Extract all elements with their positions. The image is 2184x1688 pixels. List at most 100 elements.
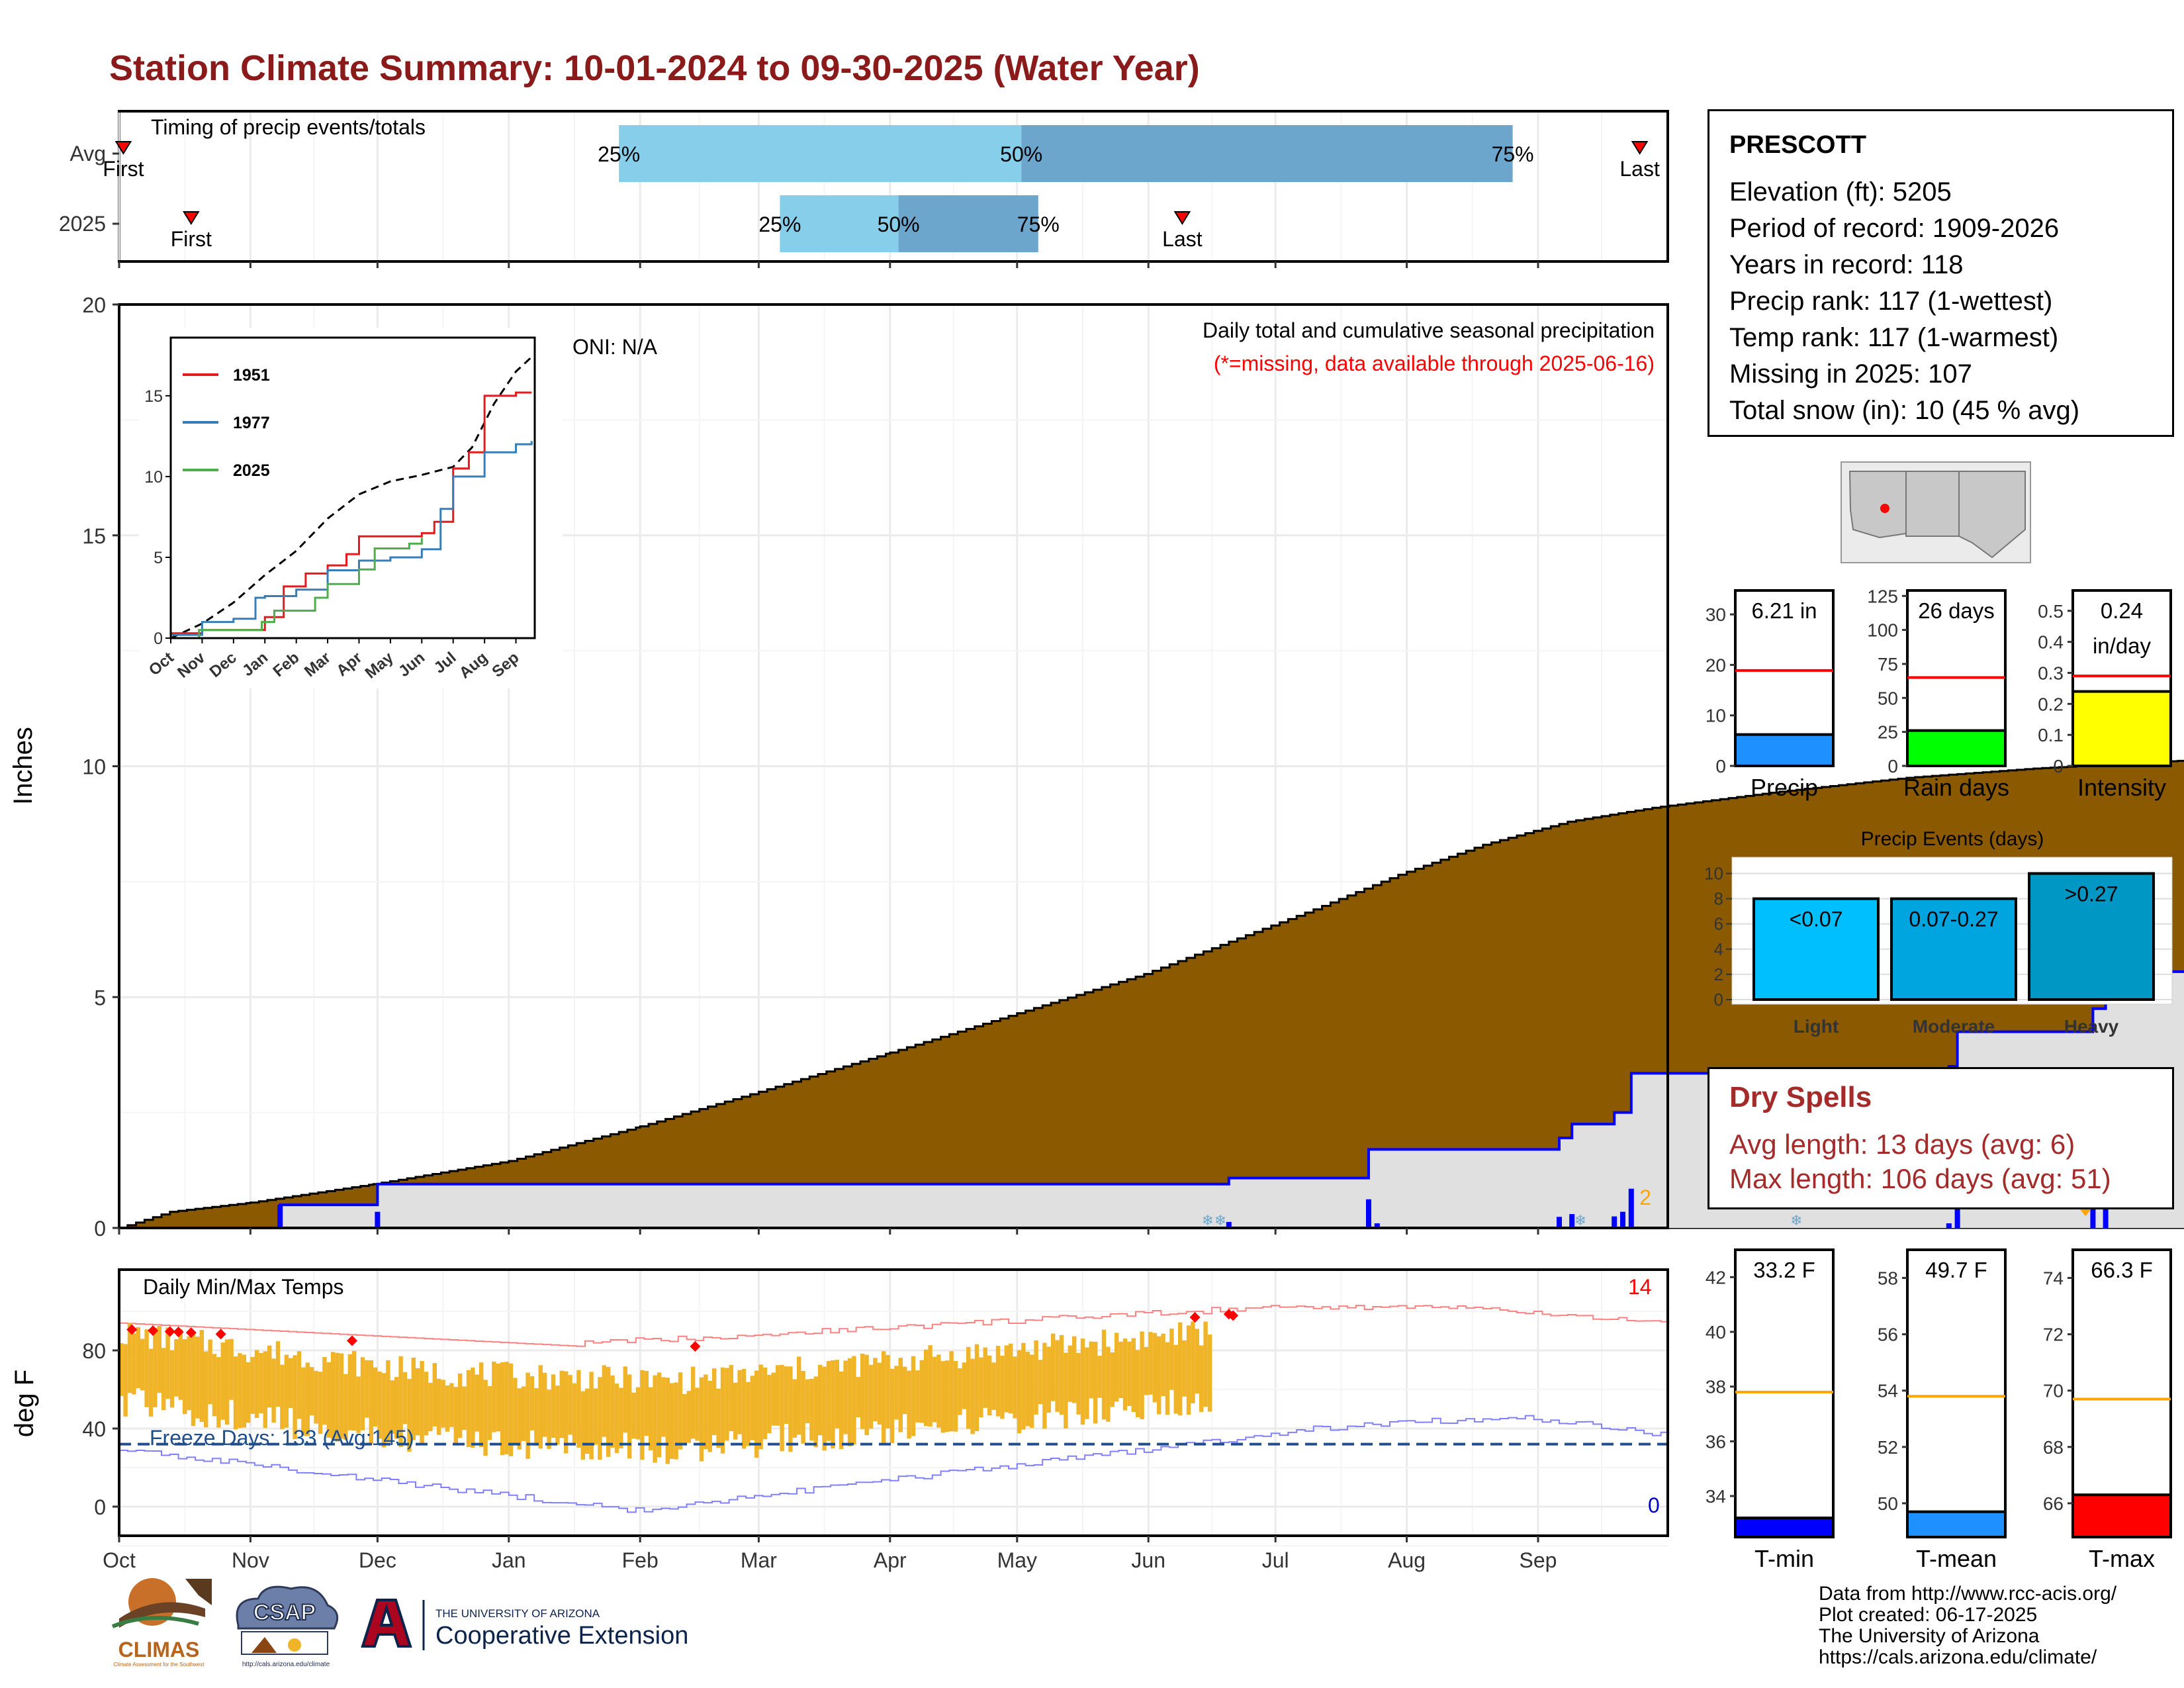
gauge-value-bar [2071,1493,2172,1539]
record-high-marker-icon [690,1340,701,1352]
daily-temp-bar [864,1354,869,1436]
daily-temp-bar [1059,1335,1064,1415]
timing-title: Timing of precip events/totals [151,115,426,139]
gauge-y-tick-label: 58 [1878,1268,1898,1289]
daily-temp-bar [602,1365,606,1437]
dry-max-length: Max length: 106 days (avg: 51) [1729,1163,2111,1194]
daily-temp-bar [995,1346,1001,1417]
daily-temp-bar [538,1365,543,1449]
climas-logo[interactable]: CLIMAS Climate Assessment for the Southw… [99,1572,218,1671]
daily-temp-bar [733,1382,738,1440]
daily-temp-bar [212,1354,217,1417]
daily-temp-bar [894,1366,899,1420]
events-bar-label: 0.07-0.27 [1909,908,1998,931]
daily-temp-bar [1080,1338,1085,1425]
events-y-tick-label: 8 [1714,889,1723,909]
daily-temp-bar [614,1383,619,1453]
daily-temp-bar [559,1370,564,1438]
daily-temp-bar [835,1360,839,1429]
gauge-y-tick-label: 10 [1706,706,1726,726]
daily-temp-bar [513,1378,518,1445]
daily-temp-bar [1178,1322,1183,1416]
inset-legend-label: 1951 [233,366,270,385]
gauge-y-tick-label: 66 [2043,1493,2064,1514]
daily-temp-bar [737,1370,742,1434]
precip-events-chart: Precip Events (days) 0 2 4 6 8 10 <0.07 Light 0.0… [1704,828,2173,1037]
month-tick-label: Nov [232,1548,269,1572]
daily-temp-bar [1115,1333,1119,1402]
daily-temp-bar [310,1367,314,1416]
daily-temp-bar [1157,1336,1161,1415]
daily-temp-bar [377,1372,382,1439]
timing-grid [113,113,1602,268]
station-name: PRESCOTT [1729,131,1866,159]
daily-temp-bar [1000,1355,1005,1419]
daily-temp-bar [970,1358,975,1434]
events-y-tick-label: 6 [1714,914,1723,934]
state-new-mexico [1905,471,1960,537]
inset-y-tick-label: 0 [154,630,163,648]
daily-temp-bar [619,1387,623,1448]
daily-temp-bar [127,1323,132,1393]
daily-temp-bar [428,1382,433,1432]
daily-temp-bar [776,1365,780,1426]
daily-temp-bar [949,1351,954,1432]
daily-temp-bar [644,1371,649,1436]
daily-temp-bar [204,1351,208,1428]
daily-precip-bar [1366,1199,1371,1228]
daily-temp-bar [767,1374,772,1434]
daily-temp-bar [1173,1344,1178,1414]
gauge-y-tick-label: 0 [1715,756,1726,776]
inset-avg-line [170,356,533,639]
record-high-count: 14 [1628,1275,1652,1299]
events-bar-label: <0.07 [1790,908,1843,931]
month-tick-label: Jan [492,1548,526,1572]
daily-precip-bar [1557,1217,1562,1228]
daily-temp-bar [275,1341,281,1407]
precip-y-tick-label: 10 [82,755,106,779]
footer-url: https://cals.arizona.edu/climate/ [1819,1646,2097,1668]
daily-temp-bar [229,1338,234,1400]
ua-big-text: Cooperative Extension [435,1622,688,1650]
temp-frame [118,1268,1669,1537]
events-bar-label: >0.27 [2065,882,2118,906]
daily-temp-bar [356,1376,361,1433]
station-missing: Missing in 2025: 107 [1729,359,1972,389]
month-tick-label: Aug [1388,1548,1426,1572]
daily-temp-bar [564,1371,569,1454]
daily-precip-bar [1374,1223,1380,1228]
station-period: Period of record: 1909-2026 [1729,214,2060,243]
gauge-frame [1734,1248,1835,1538]
record-high-marker-icon [173,1327,184,1338]
daily-temp-bar [665,1378,670,1464]
record-high-marker-icon [126,1324,138,1335]
daily-temp-bar [1085,1347,1089,1419]
timing-pct-label: 50% [878,212,920,236]
daily-temp-bar [1122,1338,1128,1411]
daily-temp-bar [953,1361,958,1432]
csap-logo[interactable]: CSAP http://cals.arizona.edu/climate [225,1579,344,1671]
daily-temp-bar [132,1333,136,1395]
daily-temp-bar [522,1386,526,1441]
events-category-label: Moderate [1913,1016,1995,1037]
daily-temp-bar [762,1367,768,1440]
ua-cooperative-extension-logo[interactable]: THE UNIVERSITY OF ARIZONA Cooperative Ex… [357,1592,741,1658]
daily-temp-bar [475,1374,479,1432]
month-tick-label: Jun [1131,1548,1165,1572]
daily-temp-bar [640,1370,645,1460]
daily-temp-bar [144,1329,149,1407]
daily-temp-bar [826,1361,831,1441]
daily-temp-bar [1017,1350,1022,1434]
daily-temp-bar [801,1370,805,1444]
temp-y-tick-label: 40 [82,1417,106,1441]
dry-spells-box: Dry Spells Avg length: 13 days (avg: 6) … [1707,1067,2174,1209]
daily-temp-bar [661,1377,666,1437]
daily-temp-bar [593,1388,598,1445]
record-high-marker-icon [185,1327,197,1338]
daily-temp-bar [347,1354,352,1430]
timing-pct-label: 25% [758,212,801,236]
daily-temp-bar [437,1378,441,1435]
record-low-count: 0 [1648,1493,1660,1517]
freeze-days-label: Freeze Days: 133 (Avg:145) [150,1426,414,1450]
record-high-marker-icon [148,1325,159,1336]
